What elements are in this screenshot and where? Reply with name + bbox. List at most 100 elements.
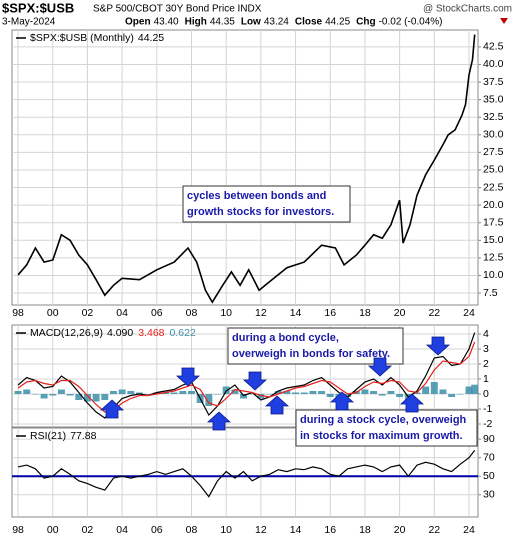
y-tick-label: 10.0: [483, 269, 504, 281]
histogram-bar: [396, 394, 404, 397]
quote-name: Chg: [356, 17, 375, 28]
y-tick-label: -2: [483, 418, 492, 430]
annotation-text: overweigh in bonds for safety.: [232, 348, 390, 360]
x-tick-label: 20: [394, 524, 406, 536]
histogram-bar: [326, 394, 334, 397]
y-tick-label: 17.5: [483, 216, 504, 228]
date: 3-May-2024: [2, 17, 56, 28]
legend-label: RSI(21): [30, 430, 66, 442]
subtitle: S&P 500/CBOT 30Y Bond Price INDX: [93, 4, 262, 15]
y-tick-label: 4: [483, 328, 489, 340]
quote-name: Low: [241, 17, 261, 28]
annotation-text: cycles between bonds and: [187, 190, 326, 202]
histogram-bar: [422, 386, 430, 394]
annotation-text: during a bond cycle,: [232, 332, 339, 344]
down-arrow: [367, 357, 393, 377]
histogram-bar: [127, 391, 135, 394]
histogram-bar: [283, 391, 291, 394]
source: @ StockCharts.com: [423, 4, 512, 15]
histogram-bar: [162, 392, 169, 394]
histogram-bar: [471, 384, 479, 394]
x-tick-label: 24: [463, 524, 475, 536]
y-tick-label: 32.5: [483, 111, 504, 123]
x-tick-label: 06: [151, 307, 163, 319]
y-tick-label: 42.5: [483, 41, 504, 53]
annotations: cycles between bonds and growth stocks fo…: [182, 185, 478, 447]
y-tick-label: 70: [483, 451, 495, 463]
histogram-bar: [170, 392, 178, 394]
y-tick-label: 1: [483, 373, 489, 385]
x-tick-label: 12: [255, 524, 267, 536]
histogram-bar: [257, 394, 265, 399]
y-tick-label: 25.0: [483, 164, 504, 176]
x-tick-label: 04: [116, 307, 128, 319]
y-tick-label: 30: [483, 489, 495, 501]
histogram-bar: [23, 389, 31, 394]
x-tick-label: 08: [186, 307, 198, 319]
arrows: [99, 336, 451, 431]
down-arrow: [175, 367, 201, 387]
x-tick-label: 16: [324, 307, 336, 319]
series-line: [17, 34, 476, 304]
y-tick-label: 50: [483, 470, 495, 482]
x-tick-label: 00: [47, 524, 59, 536]
x-tick-label: 22: [428, 524, 440, 536]
quote-value: -0.02 (-0.04%): [379, 17, 443, 28]
x-tick-label: 14: [290, 524, 302, 536]
x-tick-label: 18: [359, 524, 371, 536]
quote-value: 43.24: [264, 17, 289, 28]
quote-value: 44.25: [325, 17, 350, 28]
histogram-bar: [430, 382, 438, 394]
histogram-bar: [439, 389, 447, 394]
histogram-bar: [144, 394, 152, 395]
legend-value: 0.622: [170, 327, 196, 339]
histogram-bar: [153, 392, 161, 394]
y-tick-label: -1: [483, 403, 492, 415]
histogram-bar: [361, 389, 369, 394]
series-line: [17, 341, 476, 413]
histogram-bar: [101, 394, 109, 400]
y-tick-label: 22.5: [483, 181, 504, 193]
y-tick-label: 27.5: [483, 146, 504, 158]
up-arrow: [264, 395, 290, 415]
y-tick-label: 20.0: [483, 199, 504, 211]
histogram-bar: [344, 394, 352, 397]
quote-name: Close: [295, 17, 323, 28]
x-tick-label: 04: [116, 524, 128, 536]
up-arrow: [99, 399, 125, 419]
x-tick-label: 98: [12, 307, 24, 319]
panel: 98 00 02 04 06 08 10 12 14 16 18 20 22 24 42.5 40.0 37.5…: [11, 29, 504, 319]
series-line: [17, 450, 476, 498]
histogram-bar: [40, 394, 48, 399]
histogram-bar: [75, 394, 83, 400]
legend-label: MACD(12,26,9): [30, 327, 103, 339]
histogram-bar: [456, 394, 464, 395]
x-tick-label: 24: [463, 307, 475, 319]
histogram-bar: [57, 389, 65, 394]
x-tick-label: 18: [359, 307, 371, 319]
x-tick-label: 22: [428, 307, 440, 319]
legend-label: $SPX:$USB (Monthly): [30, 32, 134, 44]
symbol: $SPX:$USB: [2, 0, 74, 15]
histogram-bar: [248, 394, 256, 395]
histogram-bar: [309, 391, 317, 394]
histogram-bar: [109, 391, 117, 394]
histogram-bar: [292, 392, 300, 394]
histogram-bar: [136, 392, 143, 394]
histogram-bar: [31, 394, 39, 395]
histogram-bar: [66, 394, 74, 396]
histogram-bar: [118, 389, 126, 394]
x-tick-label: 10: [220, 307, 232, 319]
y-tick-label: 35.0: [483, 93, 504, 105]
legend-value: 44.25: [138, 32, 164, 44]
quote-name: High: [185, 17, 207, 28]
histogram-bar: [92, 394, 100, 402]
legend-value: 4.090: [107, 327, 133, 339]
quote-value: 43.40: [154, 17, 179, 28]
up-arrow: [206, 411, 232, 431]
x-tick-label: 08: [186, 524, 198, 536]
histogram-bar: [318, 391, 326, 394]
annotation-text: growth stocks for investors.: [187, 206, 334, 218]
y-tick-label: 0: [483, 388, 489, 400]
